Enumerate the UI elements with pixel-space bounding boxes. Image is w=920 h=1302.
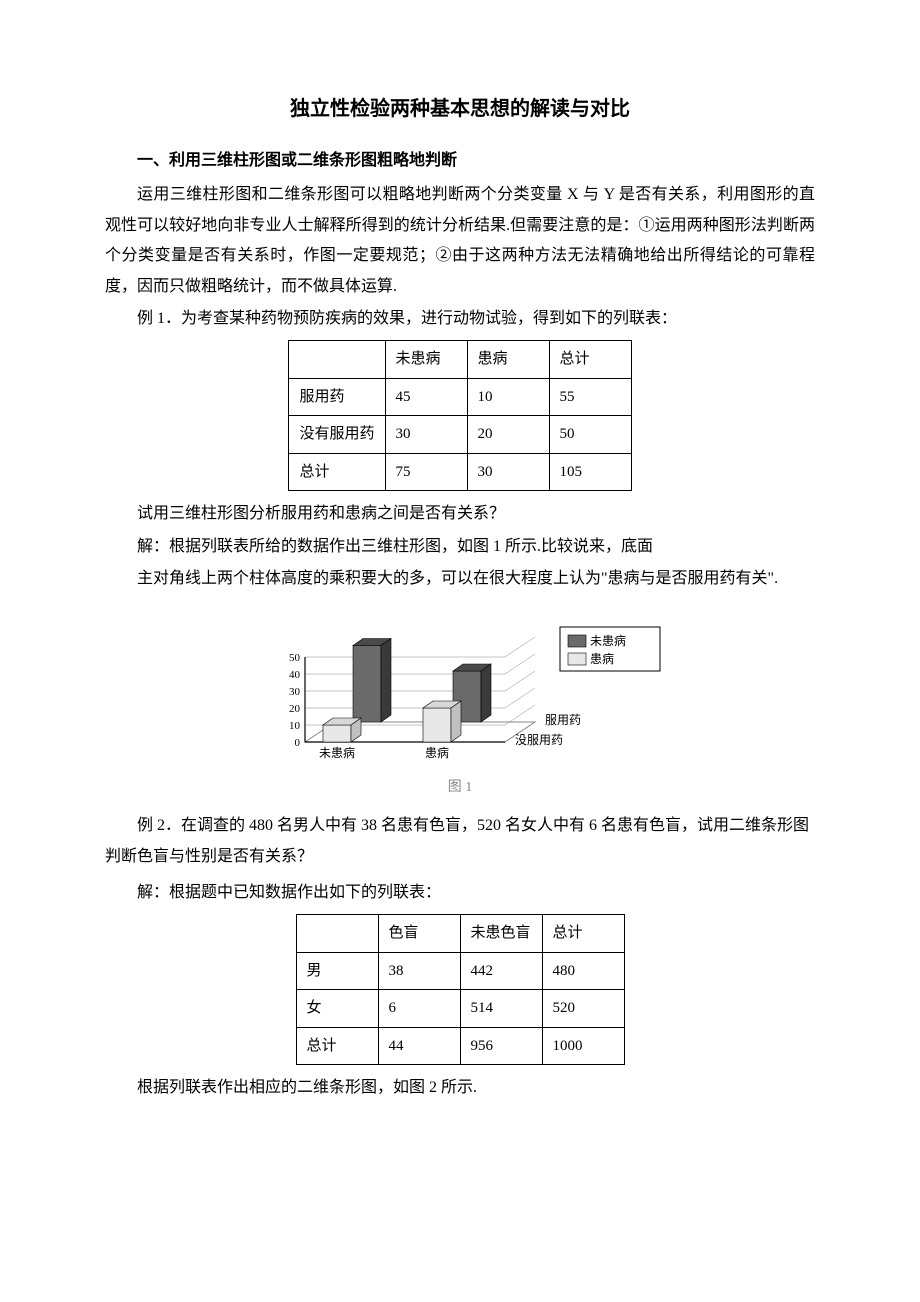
table-cell: 75 xyxy=(385,453,467,491)
example-2-after-table: 根据列联表作出相应的二维条形图，如图 2 所示. xyxy=(105,1073,815,1103)
table-cell: 10 xyxy=(467,378,549,416)
example-2-answer-intro: 解：根据题中已知数据作出如下的列联表： xyxy=(105,878,815,908)
table-cell: 30 xyxy=(467,453,549,491)
example-1-question: 试用三维柱形图分析服用药和患病之间是否有关系？ xyxy=(105,499,815,529)
svg-text:没服用药: 没服用药 xyxy=(515,732,563,747)
example-1-table-wrapper: 未患病 患病 总计 服用药 45 10 55 没有服用药 30 20 50 总计… xyxy=(105,340,815,491)
svg-text:未患病: 未患病 xyxy=(319,745,355,760)
svg-text:服用药: 服用药 xyxy=(545,713,581,727)
example-1-answer-1: 解：根据列联表所给的数据作出三维柱形图，如图 1 所示.比较说来，底面 xyxy=(105,532,815,562)
table-cell: 520 xyxy=(542,990,624,1028)
example-2-table: 色盲 未患色盲 总计 男 38 442 480 女 6 514 520 总计 4… xyxy=(296,914,625,1065)
table-cell: 44 xyxy=(378,1027,460,1065)
svg-text:患病: 患病 xyxy=(425,745,449,760)
table-header: 总计 xyxy=(549,341,631,379)
example-1-table: 未患病 患病 总计 服用药 45 10 55 没有服用药 30 20 50 总计… xyxy=(288,340,631,491)
table-header: 色盲 xyxy=(378,915,460,953)
section-1-heading: 一、利用三维柱形图或二维条形图粗略地判断 xyxy=(105,146,815,176)
table-cell: 6 xyxy=(378,990,460,1028)
table-header: 患病 xyxy=(467,341,549,379)
table-cell: 45 xyxy=(385,378,467,416)
table-cell: 男 xyxy=(296,952,378,990)
chart-1-3d-bar: 01020304050未患病患病服用药没服用药未患病患病 xyxy=(250,607,670,767)
table-cell: 总计 xyxy=(289,453,385,491)
svg-text:未患病: 未患病 xyxy=(590,633,626,648)
table-cell: 514 xyxy=(460,990,542,1028)
table-cell: 956 xyxy=(460,1027,542,1065)
svg-text:20: 20 xyxy=(289,703,301,715)
table-cell: 30 xyxy=(385,416,467,454)
table-cell: 服用药 xyxy=(289,378,385,416)
section-1-para-1: 运用三维柱形图和二维条形图可以粗略地判断两个分类变量 X 与 Y 是否有关系，利… xyxy=(105,180,815,302)
svg-text:40: 40 xyxy=(289,669,301,681)
table-cell: 没有服用药 xyxy=(289,416,385,454)
chart-1-wrapper: 01020304050未患病患病服用药没服用药未患病患病 xyxy=(105,607,815,767)
table-cell: 50 xyxy=(549,416,631,454)
svg-text:30: 30 xyxy=(289,686,301,698)
chart-1-caption: 图 1 xyxy=(105,775,815,802)
svg-text:10: 10 xyxy=(289,720,301,732)
document-title: 独立性检验两种基本思想的解读与对比 xyxy=(105,90,815,128)
table-cell: 442 xyxy=(460,952,542,990)
table-cell: 105 xyxy=(549,453,631,491)
table-header: 总计 xyxy=(542,915,624,953)
table-header: 未患病 xyxy=(385,341,467,379)
svg-text:0: 0 xyxy=(295,737,301,749)
table-header xyxy=(296,915,378,953)
table-cell: 480 xyxy=(542,952,624,990)
table-header xyxy=(289,341,385,379)
table-header: 未患色盲 xyxy=(460,915,542,953)
table-cell: 总计 xyxy=(296,1027,378,1065)
example-2-table-wrapper: 色盲 未患色盲 总计 男 38 442 480 女 6 514 520 总计 4… xyxy=(105,914,815,1065)
table-cell: 20 xyxy=(467,416,549,454)
table-cell: 38 xyxy=(378,952,460,990)
example-1-answer-2: 主对角线上两个柱体高度的乘积要大的多，可以在很大程度上认为"患病与是否服用药有关… xyxy=(105,564,815,594)
table-cell: 1000 xyxy=(542,1027,624,1065)
svg-text:患病: 患病 xyxy=(590,651,614,666)
table-cell: 女 xyxy=(296,990,378,1028)
example-2-intro: 例 2．在调查的 480 名男人中有 38 名患有色盲，520 名女人中有 6 … xyxy=(105,811,815,872)
example-1-intro: 例 1．为考查某种药物预防疾病的效果，进行动物试验，得到如下的列联表： xyxy=(105,304,815,334)
table-cell: 55 xyxy=(549,378,631,416)
svg-text:50: 50 xyxy=(289,652,301,664)
